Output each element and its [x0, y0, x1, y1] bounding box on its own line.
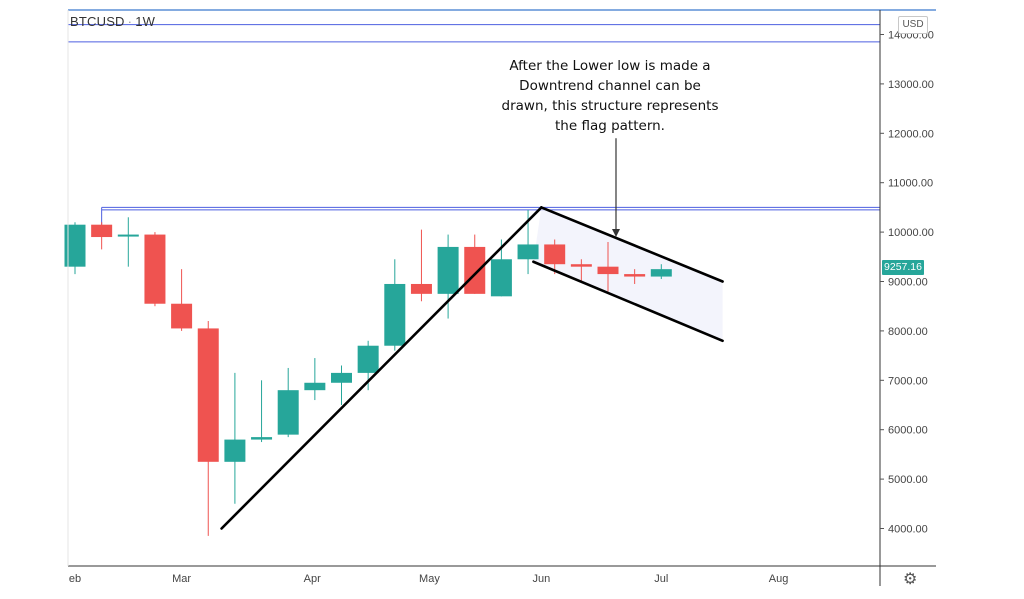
x-tick-label: Aug	[769, 573, 789, 585]
candle-body	[277, 390, 299, 435]
interval-label: 1W	[135, 14, 156, 29]
y-tick-label: 11000.00	[888, 178, 933, 190]
annotation-line: drawn, this structure represents	[501, 98, 719, 114]
candle-body	[331, 372, 352, 383]
y-tick-label: 10000.00	[888, 227, 934, 239]
candle-body	[464, 246, 486, 294]
candle-body	[91, 224, 113, 238]
candle-body	[197, 328, 219, 462]
annotation-line: the flag pattern.	[555, 118, 665, 134]
symbol-label: BTCUSD · 1W	[70, 14, 156, 29]
x-tick-label: Jul	[654, 573, 668, 585]
candle-body	[117, 234, 139, 237]
trendline-channel-lower	[532, 260, 724, 343]
candle-body	[171, 303, 193, 329]
x-tick-label: Mar	[172, 573, 191, 585]
candle-body	[144, 234, 166, 304]
candle-body	[64, 224, 86, 267]
candle-body	[597, 266, 619, 275]
y-tick-label: 13000.00	[888, 79, 934, 91]
y-tick-label: 7000.00	[888, 375, 928, 387]
candle-body	[384, 283, 406, 346]
annotation-text: After the Lower low is made a Downtrend …	[470, 56, 750, 136]
x-tick-label: eb	[69, 573, 81, 585]
trendline-channel-upper	[540, 206, 724, 283]
candle-body	[570, 264, 592, 267]
annotation-line: After the Lower low is made a	[509, 58, 711, 74]
symbol-name: BTCUSD	[70, 14, 125, 29]
candle-body	[624, 274, 646, 277]
candle-body	[410, 283, 432, 294]
y-tick-label: 12000.00	[888, 128, 934, 140]
y-tick-label: 6000.00	[888, 425, 928, 437]
trendline-uptrend	[220, 206, 543, 530]
x-tick-label: Apr	[304, 573, 321, 585]
candle-body	[437, 246, 459, 294]
y-tick-label: 8000.00	[888, 326, 928, 338]
x-tick-label: May	[419, 573, 440, 585]
last-price-tag: 9257.16	[882, 260, 924, 275]
x-tick-label: Jun	[533, 573, 551, 585]
candle-body	[224, 439, 246, 462]
annotation-line: Downtrend channel can be	[519, 78, 701, 94]
candle-body	[517, 244, 539, 260]
y-tick-label: 5000.00	[888, 474, 928, 486]
y-tick-label: 4000.00	[888, 524, 928, 536]
candle-body	[304, 382, 326, 391]
y-tick-label: 9000.00	[888, 277, 928, 289]
candle-body	[650, 269, 672, 277]
annotation-arrow-head	[611, 229, 620, 238]
candle-body	[357, 345, 379, 373]
gear-icon[interactable]: ⚙	[903, 571, 918, 588]
currency-badge[interactable]: USD	[898, 16, 928, 34]
candle-body	[251, 437, 273, 440]
candle-body	[544, 244, 566, 265]
candle-body	[490, 259, 512, 297]
